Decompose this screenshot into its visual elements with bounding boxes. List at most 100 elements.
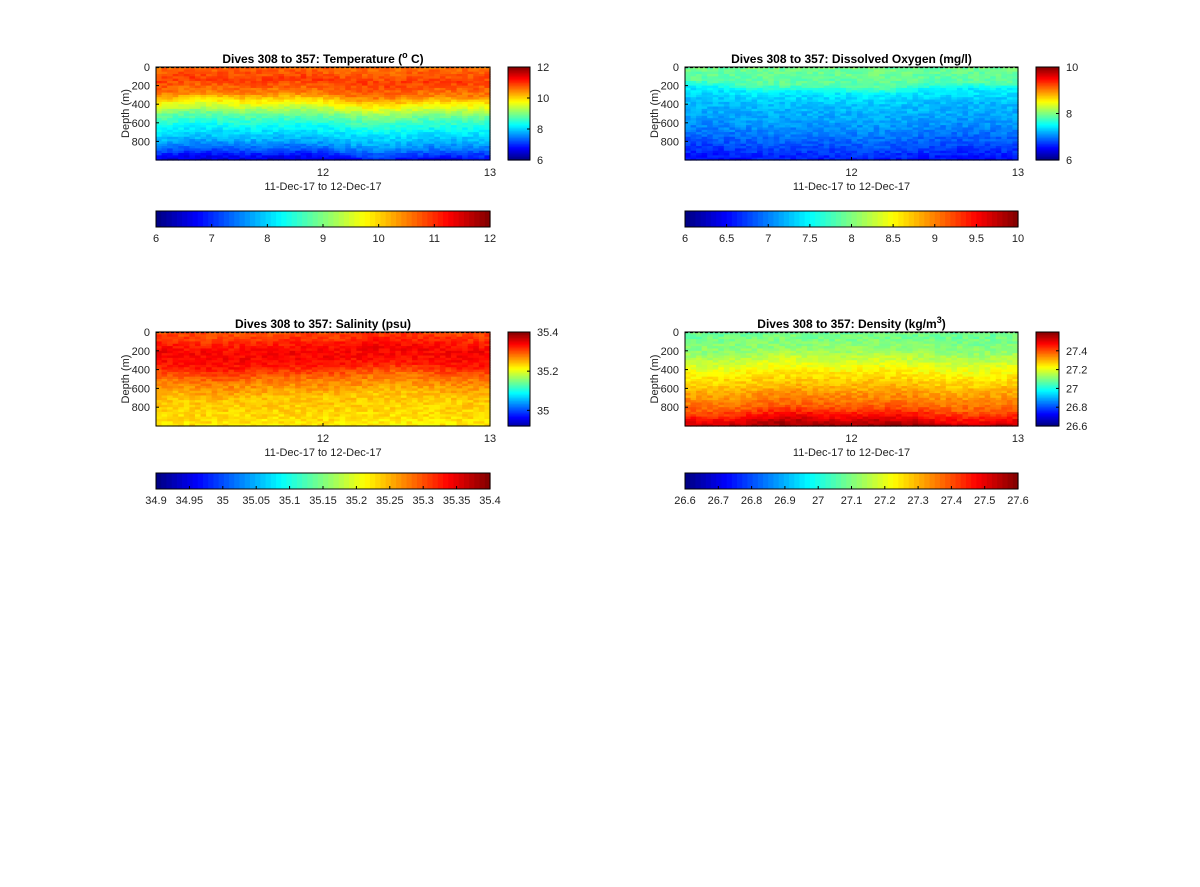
colorbar-horizontal: 6 7 8 9 10 11 12	[153, 211, 496, 245]
colorbar-segment	[166, 211, 172, 227]
colorbar-segment	[229, 211, 235, 227]
colorbar-segment	[177, 211, 183, 227]
colorbar-segment	[375, 211, 381, 227]
colorbar-segment	[292, 211, 298, 227]
colorbar-segment	[480, 211, 486, 227]
colorbar-segment	[417, 211, 423, 227]
colorbar-segment	[412, 211, 418, 227]
colorbar-segment	[286, 211, 292, 227]
colorbar-segment	[422, 211, 428, 227]
colorbar-segment	[401, 211, 407, 227]
colorbar-segment	[203, 211, 209, 227]
colorbar-segment	[469, 211, 475, 227]
y-tick-label: 600	[132, 118, 150, 130]
colorbar-segment	[213, 211, 219, 227]
colorbar-tick-label: 10	[373, 233, 385, 245]
colorbar-segment	[260, 211, 266, 227]
colorbar-segment	[313, 211, 319, 227]
y-tick-label: 0	[144, 62, 150, 74]
chart-title: Dives 308 to 357: Temperature (o C)	[222, 50, 423, 66]
colorbar-tick-label: 8	[537, 124, 543, 136]
colorbar-segment	[193, 211, 199, 227]
x-tick-label: 13	[1012, 167, 1024, 179]
y-axis-label: Depth (m)	[649, 89, 661, 138]
colorbar-tick-label: 7	[209, 233, 215, 245]
colorbar-vertical: 6810	[1036, 62, 1078, 167]
y-tick-label: 200	[661, 81, 679, 93]
colorbar-segment	[354, 211, 360, 227]
colorbar-segment	[250, 211, 256, 227]
colorbar-segment	[224, 211, 230, 227]
y-axis-label: Depth (m)	[120, 89, 132, 138]
colorbar-segment	[302, 211, 308, 227]
colorbar-tick-label: 11	[429, 233, 440, 245]
colorbar-segment	[198, 211, 204, 227]
colorbar-segment	[386, 211, 392, 227]
x-tick-label: 12	[845, 167, 857, 179]
colorbar-segment	[391, 211, 397, 227]
colorbar-segment	[448, 211, 454, 227]
chart-title: Dives 308 to 357: Dissolved Oxygen (mg/l…	[731, 52, 972, 66]
colorbar-tick-label: 8	[264, 233, 270, 245]
colorbar-segment	[187, 211, 193, 227]
colorbar-segment	[370, 211, 376, 227]
colorbar-segment	[219, 211, 225, 227]
colorbar-segment	[307, 211, 313, 227]
colorbar-segment	[281, 211, 287, 227]
colorbar-segment	[427, 211, 433, 227]
y-tick-label: 0	[673, 62, 679, 74]
colorbar-segment	[433, 211, 439, 227]
colorbar-segment	[234, 211, 240, 227]
x-tick-label: 12	[317, 167, 329, 179]
heatmap-cells	[156, 67, 491, 161]
y-tick-label: 800	[661, 136, 679, 148]
colorbar-segment	[453, 211, 459, 227]
colorbar-segment	[172, 211, 178, 227]
colorbar-segment	[161, 211, 167, 227]
y-tick-label: 400	[661, 99, 679, 111]
heatmap-cells	[685, 67, 1019, 161]
colorbar-segment	[360, 211, 366, 227]
colorbar-segment	[380, 211, 386, 227]
colorbar-segment	[459, 211, 465, 227]
colorbar-tick-label: 10	[537, 93, 549, 105]
colorbar-segment	[365, 211, 371, 227]
x-axis-label: 11-Dec-17 to 12-Dec-17	[264, 181, 381, 193]
colorbar-segment	[344, 211, 350, 227]
colorbar-segment	[208, 211, 214, 227]
colorbar-segment	[339, 211, 345, 227]
colorbar-segment	[240, 211, 246, 227]
colorbar-segment	[266, 211, 272, 227]
chart-panel-1: Dives 308 to 357: Temperature (o C) 0 200 4…	[120, 50, 549, 245]
colorbar-segment	[156, 211, 162, 227]
colorbar-segment	[323, 211, 329, 227]
colorbar-segment	[438, 211, 444, 227]
colorbar-tick-label: 6	[153, 233, 159, 245]
x-tick-label: 13	[484, 167, 496, 179]
colorbar-segment	[396, 211, 402, 227]
colorbar-segment	[474, 211, 480, 227]
colorbar-segment	[464, 211, 470, 227]
y-tick-label: 800	[132, 136, 150, 148]
colorbar-segment	[443, 211, 449, 227]
colorbar-tick-label: 12	[537, 62, 549, 74]
colorbar-segment	[407, 211, 413, 227]
chart-panel-2: Dives 308 to 357: Dissolved Oxygen (mg/l…	[649, 52, 1078, 245]
colorbar-tick-label: 12	[484, 233, 496, 245]
colorbar-segment	[333, 211, 339, 227]
colorbar-tick-label: 9	[320, 233, 326, 245]
y-tick-label: 400	[132, 99, 150, 111]
colorbar-segment	[276, 211, 282, 227]
x-axis-label: 11-Dec-17 to 12-Dec-17	[793, 181, 910, 193]
colorbar-segment	[297, 211, 303, 227]
colorbar-segment	[328, 211, 334, 227]
colorbar-segment	[182, 211, 188, 227]
colorbar-segment	[271, 211, 277, 227]
y-tick-label: 600	[661, 118, 679, 130]
colorbar-vertical: 6 8 10 12	[508, 62, 549, 167]
colorbar-segment	[245, 211, 251, 227]
colorbar-tick-label: 6	[537, 155, 543, 167]
y-tick-label: 200	[132, 81, 150, 93]
colorbar-segment	[255, 211, 261, 227]
